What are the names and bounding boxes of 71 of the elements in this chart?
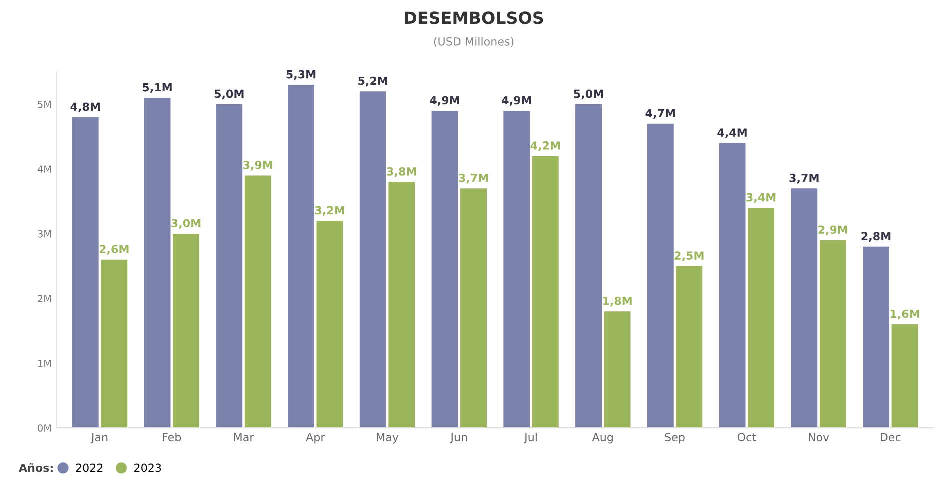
data-label: 2,9M [818, 226, 848, 236]
bar [432, 110, 458, 428]
bar [676, 266, 703, 428]
bar [719, 143, 746, 428]
bar [101, 260, 128, 428]
bar [748, 208, 774, 428]
x-tick-label: Jan [90, 433, 108, 444]
y-tick-label: 5M [38, 101, 52, 108]
data-label: 2,8M [862, 232, 891, 242]
data-label: 3,0M [172, 219, 201, 230]
bar [360, 92, 386, 428]
bar [288, 85, 314, 428]
bar [791, 188, 818, 428]
x-tick-label: Jun [450, 433, 468, 444]
bar [316, 221, 344, 428]
legend-label: 2023 [134, 464, 162, 472]
bar [647, 124, 674, 428]
x-tick-label: May [377, 433, 399, 444]
bar [504, 110, 530, 428]
y-tick-label: 3M [38, 230, 52, 238]
x-tick-label: Mar [234, 433, 254, 442]
bar [144, 98, 171, 428]
data-label: 4,4M [718, 128, 747, 138]
chart-subtitle: (USD Millones) [434, 37, 514, 48]
x-tick-label: Sep [665, 433, 685, 444]
data-label: 4,8M [70, 102, 100, 113]
bar [460, 188, 487, 428]
data-label: 5,0M [574, 90, 604, 100]
data-label: 3,2M [315, 206, 344, 216]
bar [604, 312, 631, 428]
data-label: 3,7M [459, 174, 488, 184]
x-tick-label: Jul [524, 432, 537, 444]
data-label: 5,3M [286, 70, 316, 80]
x-tick-label: Feb [163, 432, 182, 442]
data-label: 3,8M [387, 167, 416, 178]
data-label: 1,8M [603, 296, 632, 307]
y-tick-label: 0M [38, 424, 52, 432]
chart-title: DESEMBOLSOS [405, 12, 544, 24]
data-label: 3,4M [746, 193, 776, 204]
bar [892, 324, 918, 428]
y-tick-label: 2M [38, 295, 52, 302]
data-label: 3,7M [790, 174, 819, 184]
data-label: 5,0M [214, 90, 244, 100]
bar [388, 182, 416, 428]
legend-label: 2022 [76, 464, 103, 472]
data-label: 4,2M [530, 142, 560, 152]
bar [820, 240, 846, 428]
data-label: 4,9M [430, 96, 460, 106]
bar [863, 246, 890, 428]
data-label: 2,5M [674, 252, 704, 262]
x-tick-label: Apr [306, 433, 326, 444]
x-tick-label: Dec [880, 433, 901, 442]
data-label: 1,6M [890, 310, 920, 320]
data-label: 4,7M [646, 109, 675, 120]
x-tick-label: Aug [592, 433, 613, 444]
data-label: 2,6M [100, 245, 129, 255]
data-label: 4,9M [502, 96, 532, 106]
data-label: 5,1M [142, 83, 172, 94]
bar [244, 176, 272, 428]
bar [216, 104, 243, 428]
data-label: 5,2M [358, 76, 388, 87]
x-tick-label: Nov [809, 433, 830, 442]
x-tick-label: Oct [738, 433, 756, 442]
data-label: 3,9M [244, 160, 272, 171]
legend-title: Años: [19, 463, 53, 472]
bar [576, 104, 602, 428]
y-tick-label: 1M [38, 360, 52, 368]
bar [532, 156, 559, 428]
bar [173, 234, 200, 428]
bar [72, 117, 99, 428]
y-tick-label: 4M [38, 166, 52, 173]
